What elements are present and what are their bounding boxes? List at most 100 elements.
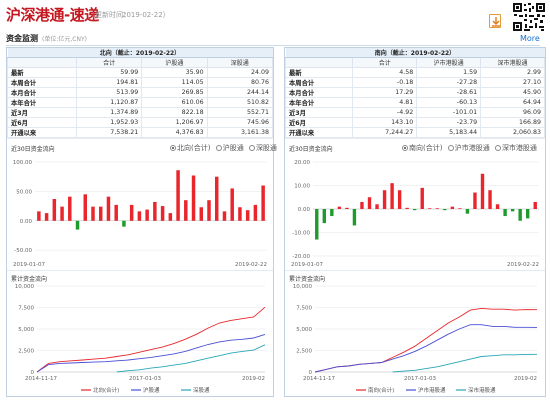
bar[interactable] (37, 211, 41, 221)
cell-value: -60.13 (416, 97, 482, 108)
bar[interactable] (488, 190, 492, 209)
table-row: 本年合计 4.81 -60.13 64.94 (284, 97, 545, 108)
bar[interactable] (420, 187, 424, 209)
bar[interactable] (238, 207, 242, 221)
table-row: 本周合计 194.81 114.05 80.76 (7, 77, 274, 88)
bar[interactable] (367, 197, 372, 209)
bar[interactable] (191, 175, 196, 221)
radio-dot-icon (170, 145, 176, 151)
bar[interactable] (83, 194, 88, 221)
legend-label[interactable]: 沪股通 (143, 386, 160, 394)
bar[interactable] (518, 209, 522, 221)
y-tick-label: -10.00 (292, 231, 310, 237)
bar[interactable] (230, 188, 234, 221)
bar[interactable] (214, 176, 219, 221)
bar[interactable] (435, 208, 439, 209)
bar[interactable] (176, 170, 180, 221)
divider (7, 270, 273, 271)
bar[interactable] (98, 206, 103, 221)
bar[interactable] (345, 207, 349, 209)
radio-sz-connect[interactable]: 深股通 (248, 143, 277, 153)
bar[interactable] (184, 200, 188, 221)
cell-value: 59.99 (75, 67, 143, 78)
bar[interactable] (60, 206, 64, 221)
series-line (116, 344, 266, 373)
legend-label[interactable]: 南向(合计) (368, 386, 394, 394)
bar[interactable] (480, 173, 485, 209)
bar[interactable] (526, 209, 530, 219)
series-line (36, 306, 266, 373)
bar[interactable] (199, 207, 204, 221)
bar[interactable] (68, 196, 72, 221)
bar[interactable] (137, 211, 142, 221)
bar[interactable] (75, 220, 80, 230)
table-row: 本月合计 513.99 269.85 244.14 (7, 87, 274, 98)
bar[interactable] (390, 183, 394, 209)
bar[interactable] (222, 211, 227, 221)
legend-label[interactable]: 沪市港股通 (418, 386, 446, 394)
bar[interactable] (397, 190, 402, 209)
radio-south-total[interactable]: 南向(合计) (402, 143, 442, 153)
radio-sz-hk-connect[interactable]: 深市港股通 (494, 143, 537, 153)
bar[interactable] (375, 204, 379, 209)
bar[interactable] (261, 185, 265, 221)
bar[interactable] (106, 196, 111, 221)
southbound-panel: 南向（截止：2019-02-22） 合计 沪市港股通 深市港股通 最新 4.58 1… (284, 47, 546, 397)
bar[interactable] (405, 207, 409, 209)
unit-note: (单位:亿元,CNY) (42, 36, 87, 43)
row-label: 近3月 (284, 107, 354, 118)
row-label: 最新 (7, 67, 77, 78)
bar[interactable] (315, 209, 319, 240)
bar[interactable] (458, 208, 462, 209)
table-row: 近3月 -4.92 -101.01 96.09 (284, 107, 545, 118)
x-start-label: 2019-01-07 (291, 262, 323, 268)
legend-label[interactable]: 北向(合计) (93, 386, 119, 394)
radio-label: 南向(合计) (409, 144, 443, 152)
bar[interactable] (360, 201, 364, 209)
bar[interactable] (443, 209, 447, 211)
table-row: 开通以来 7,538.21 4,376.83 3,161.38 (7, 127, 274, 138)
bar[interactable] (495, 204, 500, 209)
bar[interactable] (44, 213, 49, 221)
table-row: 本月合计 17.29 -28.61 45.90 (284, 87, 545, 98)
bar[interactable] (330, 209, 334, 217)
bar[interactable] (465, 209, 470, 214)
bar[interactable] (337, 206, 342, 209)
bar[interactable] (352, 209, 357, 226)
bar[interactable] (473, 192, 477, 209)
bar[interactable] (413, 209, 417, 211)
cell-value: 4.58 (352, 67, 418, 78)
bar[interactable] (160, 206, 165, 221)
bar[interactable] (510, 209, 515, 212)
y-tick-label: 20.00 (294, 160, 310, 166)
bar[interactable] (114, 204, 118, 221)
bar[interactable] (153, 201, 157, 221)
bar[interactable] (168, 213, 173, 221)
download-icon[interactable] (489, 14, 501, 28)
y-tick-label: -50.00 (14, 248, 32, 254)
cell-value: 17.29 (352, 87, 418, 98)
bar[interactable] (122, 220, 126, 227)
more-link[interactable]: More (520, 34, 540, 43)
bar[interactable] (52, 199, 57, 221)
bar[interactable] (382, 190, 387, 209)
bar[interactable] (129, 204, 134, 221)
bar[interactable] (91, 206, 95, 221)
bar[interactable] (245, 210, 250, 221)
bar[interactable] (322, 209, 326, 224)
legend-label[interactable]: 深市港股通 (468, 386, 496, 394)
bar[interactable] (450, 206, 455, 209)
y-tick-label: 10,000 (293, 284, 313, 290)
bar[interactable] (503, 209, 507, 217)
bar[interactable] (253, 204, 258, 221)
bar[interactable] (145, 209, 149, 221)
radio-sh-connect[interactable]: 沪股通 (215, 143, 244, 153)
radio-north-total[interactable]: 北向(合计) (170, 143, 210, 153)
bar[interactable] (207, 200, 211, 221)
bar[interactable] (533, 201, 537, 209)
radio-sh-hk-connect[interactable]: 沪市港股通 (447, 143, 490, 153)
legend-label[interactable]: 深股通 (193, 386, 210, 394)
northbound-bar-chart: 100.00 50.00 0.00 -50.00 2019-01-07 2019-02-2… (13, 160, 267, 268)
y-tick-label: 100.00 (13, 160, 33, 166)
bar[interactable] (428, 208, 432, 209)
